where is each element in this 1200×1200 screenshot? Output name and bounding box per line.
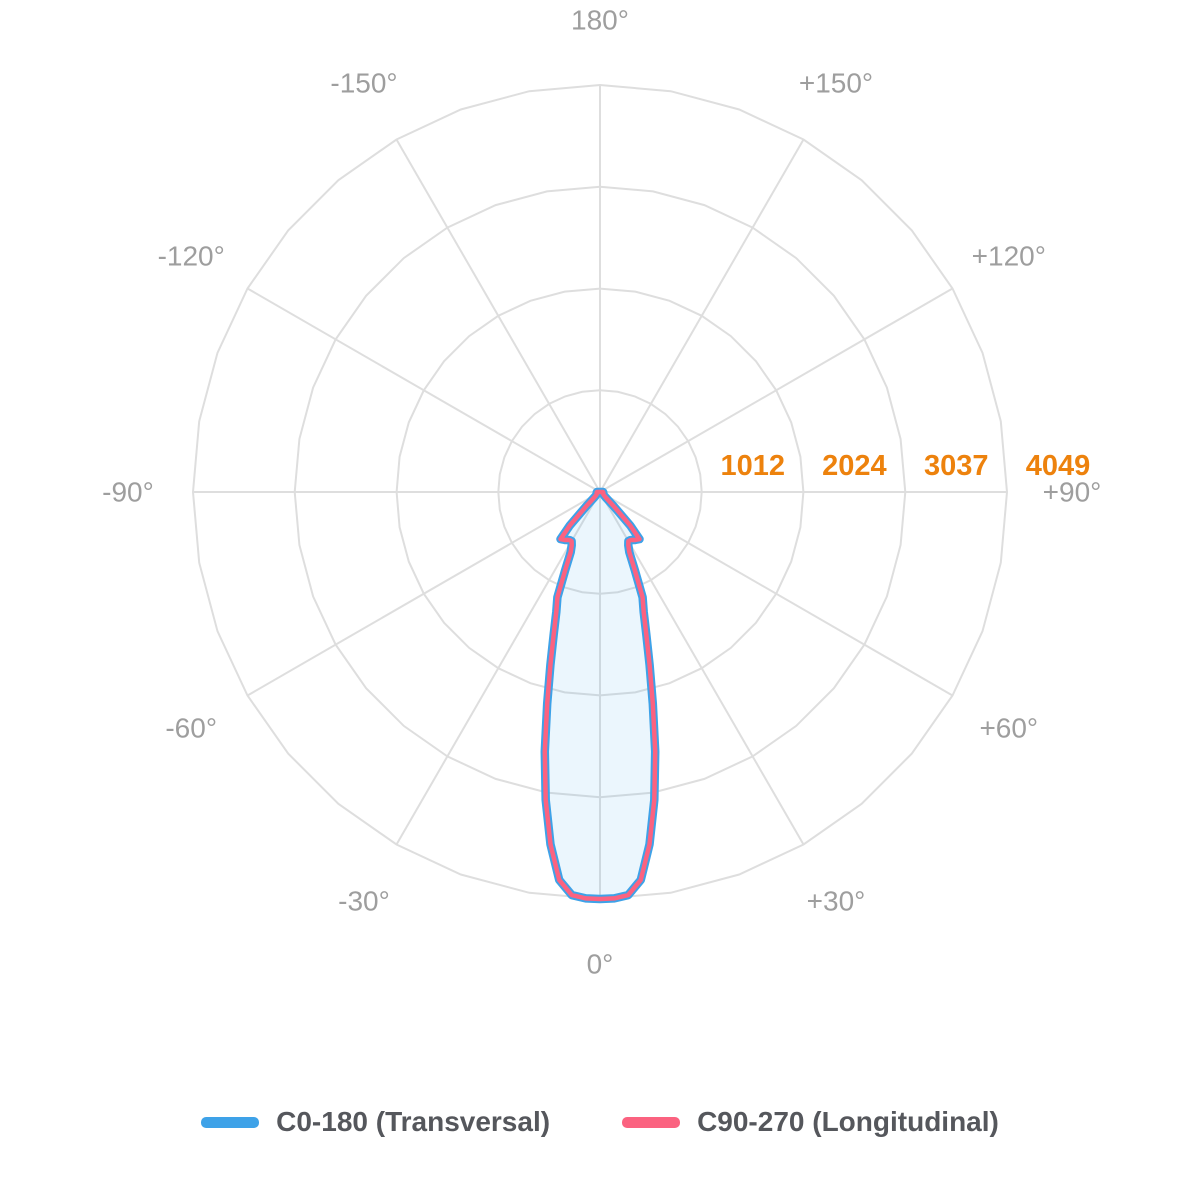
chart-legend: C0-180 (Transversal) C90-270 (Longitudin… [0,1098,1200,1146]
angle-label: 0° [587,949,614,980]
grid-spoke [395,491,601,845]
legend-label-c90-270: C90-270 (Longitudinal) [697,1106,999,1137]
angle-label: -30° [338,885,390,916]
legend-item-c0-180[interactable]: C0-180 (Transversal) [201,1106,550,1138]
grid-spoke [599,287,953,493]
angle-label: +60° [979,713,1038,744]
legend-item-c90-270[interactable]: C90-270 (Longitudinal) [622,1106,999,1138]
grid-spoke [395,139,601,493]
radial-tick-label: 3037 [924,450,989,482]
legend-swatch-c0-180 [201,1116,260,1128]
angle-label: +90° [1043,477,1102,508]
grid-spoke [599,491,805,845]
angle-label: +150° [799,68,873,99]
angle-label: +120° [972,241,1046,272]
radial-tick-label: 2024 [822,450,887,482]
grid-spoke [599,491,953,697]
angle-label: -90° [102,477,154,508]
beam-fill [544,492,656,899]
angle-label: +30° [807,885,866,916]
grid-spoke [247,287,601,493]
polar-chart: 0° +30° +60° +90° +120° +150° 180° -150° -120° -9… [102,5,1102,980]
angle-label: -150° [330,68,397,99]
series-c90-270 [542,489,658,902]
legend-label-c0-180: C0-180 (Transversal) [276,1106,551,1137]
polar-chart-svg: 0° +30° +60° +90° +120° +150° 180° -150° -120° -9… [102,5,1102,980]
radial-tick-label: 4049 [1026,450,1091,482]
grid-spoke [247,491,601,697]
legend-swatch-c90-270 [622,1116,681,1128]
angle-label: -60° [165,713,217,744]
grid-spoke [599,139,805,493]
radial-tick-label: 1012 [720,450,785,482]
angle-label: -120° [158,241,225,272]
angle-label: 180° [571,5,629,36]
